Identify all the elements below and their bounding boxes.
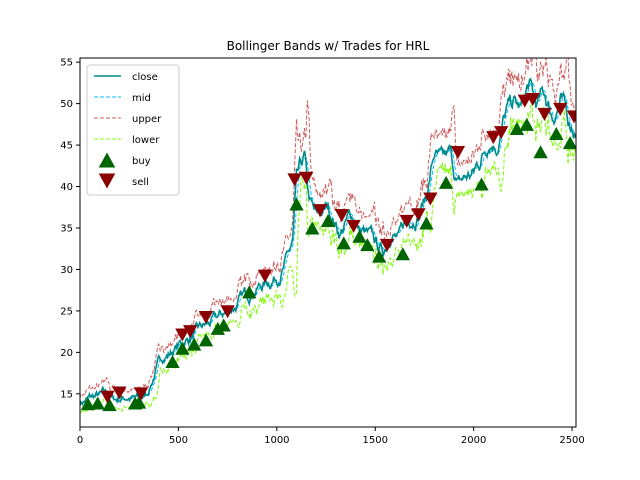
sell-marker [553, 102, 568, 116]
y-tick-label: 25 [60, 306, 73, 317]
legend-label-mid: mid [132, 93, 151, 104]
buy-marker [165, 354, 180, 368]
chart-title: Bollinger Bands w/ Trades for HRL [227, 39, 430, 53]
y-tick-label: 50 [60, 99, 73, 110]
sell-marker [100, 390, 115, 404]
sell-marker [312, 204, 328, 218]
sell-marker [379, 238, 395, 252]
legend-label-upper: upper [132, 114, 162, 125]
sell-marker [346, 219, 361, 233]
x-tick-label: 2500 [559, 435, 584, 446]
axes: 0 500 1000 1500 2000 2500 15 20 25 30 35 40 45 50 55 [60, 58, 585, 446]
buy-marker [372, 249, 387, 263]
series-close-line [80, 77, 576, 407]
legend-label-close: close [132, 72, 158, 83]
buy-marker [102, 398, 117, 412]
y-tick-label: 35 [60, 223, 73, 234]
sell-marker [257, 269, 273, 283]
buy-marker [360, 238, 375, 252]
buy-marker [562, 136, 576, 150]
sell-marker [299, 171, 314, 185]
sell-marker [334, 209, 349, 223]
buy-marker [175, 341, 190, 355]
sell-marker [112, 386, 127, 400]
x-tick-label: 1000 [264, 435, 289, 446]
sell-marker [423, 192, 438, 206]
buy-marker [336, 236, 351, 250]
buy-marker [131, 395, 147, 409]
buy-marker [289, 197, 304, 211]
legend-label-buy: buy [132, 156, 151, 167]
sell-marker [287, 173, 302, 187]
buy-marker [90, 396, 105, 410]
buy-marker [216, 318, 231, 332]
x-tick-label: 0 [77, 435, 83, 446]
buy-marker [474, 177, 489, 191]
sell-marker [450, 146, 466, 160]
sell-marker [183, 325, 198, 339]
plot-area [80, 58, 576, 414]
series-lower-line [80, 99, 576, 414]
buy-marker [187, 337, 202, 351]
y-tick-label: 15 [60, 389, 73, 400]
sell-marker [411, 208, 426, 222]
buy-marker [80, 397, 96, 411]
legend-label-sell: sell [132, 177, 149, 188]
buy-marker [352, 229, 367, 243]
y-tick-label: 40 [60, 182, 73, 193]
legend: close mid upper lower buy sell [86, 64, 180, 196]
sell-marker [566, 110, 576, 124]
buy-marker [519, 117, 534, 131]
legend-label-lower: lower [132, 135, 160, 146]
sell-marker [486, 131, 501, 145]
y-tick-label: 20 [60, 348, 73, 359]
sell-marker [133, 387, 149, 401]
buy-marker [438, 175, 454, 189]
plot-frame [79, 57, 577, 428]
sell-marker [198, 311, 214, 325]
sell-marker [537, 107, 552, 121]
buy-marker [419, 216, 434, 230]
sell-marker [399, 214, 414, 228]
x-tick-label: 1500 [363, 435, 388, 446]
sell-marker [220, 305, 235, 319]
y-tick-label: 45 [60, 141, 73, 152]
series-upper-line [80, 58, 576, 399]
buy-marker [395, 247, 410, 261]
buy-marker [509, 121, 525, 135]
x-tick-label: 2000 [461, 435, 486, 446]
x-tick-label: 500 [169, 435, 188, 446]
legend-swatch-sell [98, 173, 116, 189]
buy-marker [533, 145, 548, 159]
legend-swatch-buy [98, 152, 116, 168]
y-tick-label: 30 [60, 265, 73, 276]
buy-marker [320, 214, 336, 228]
y-tick-label: 55 [60, 58, 73, 69]
sell-marker [525, 92, 540, 106]
buy-marker [549, 126, 564, 140]
buy-marker [242, 285, 257, 299]
sell-marker [175, 328, 190, 342]
sell-marker [494, 126, 509, 140]
buy-marker [198, 333, 214, 347]
buy-marker [210, 321, 225, 335]
buy-marker [305, 221, 320, 235]
